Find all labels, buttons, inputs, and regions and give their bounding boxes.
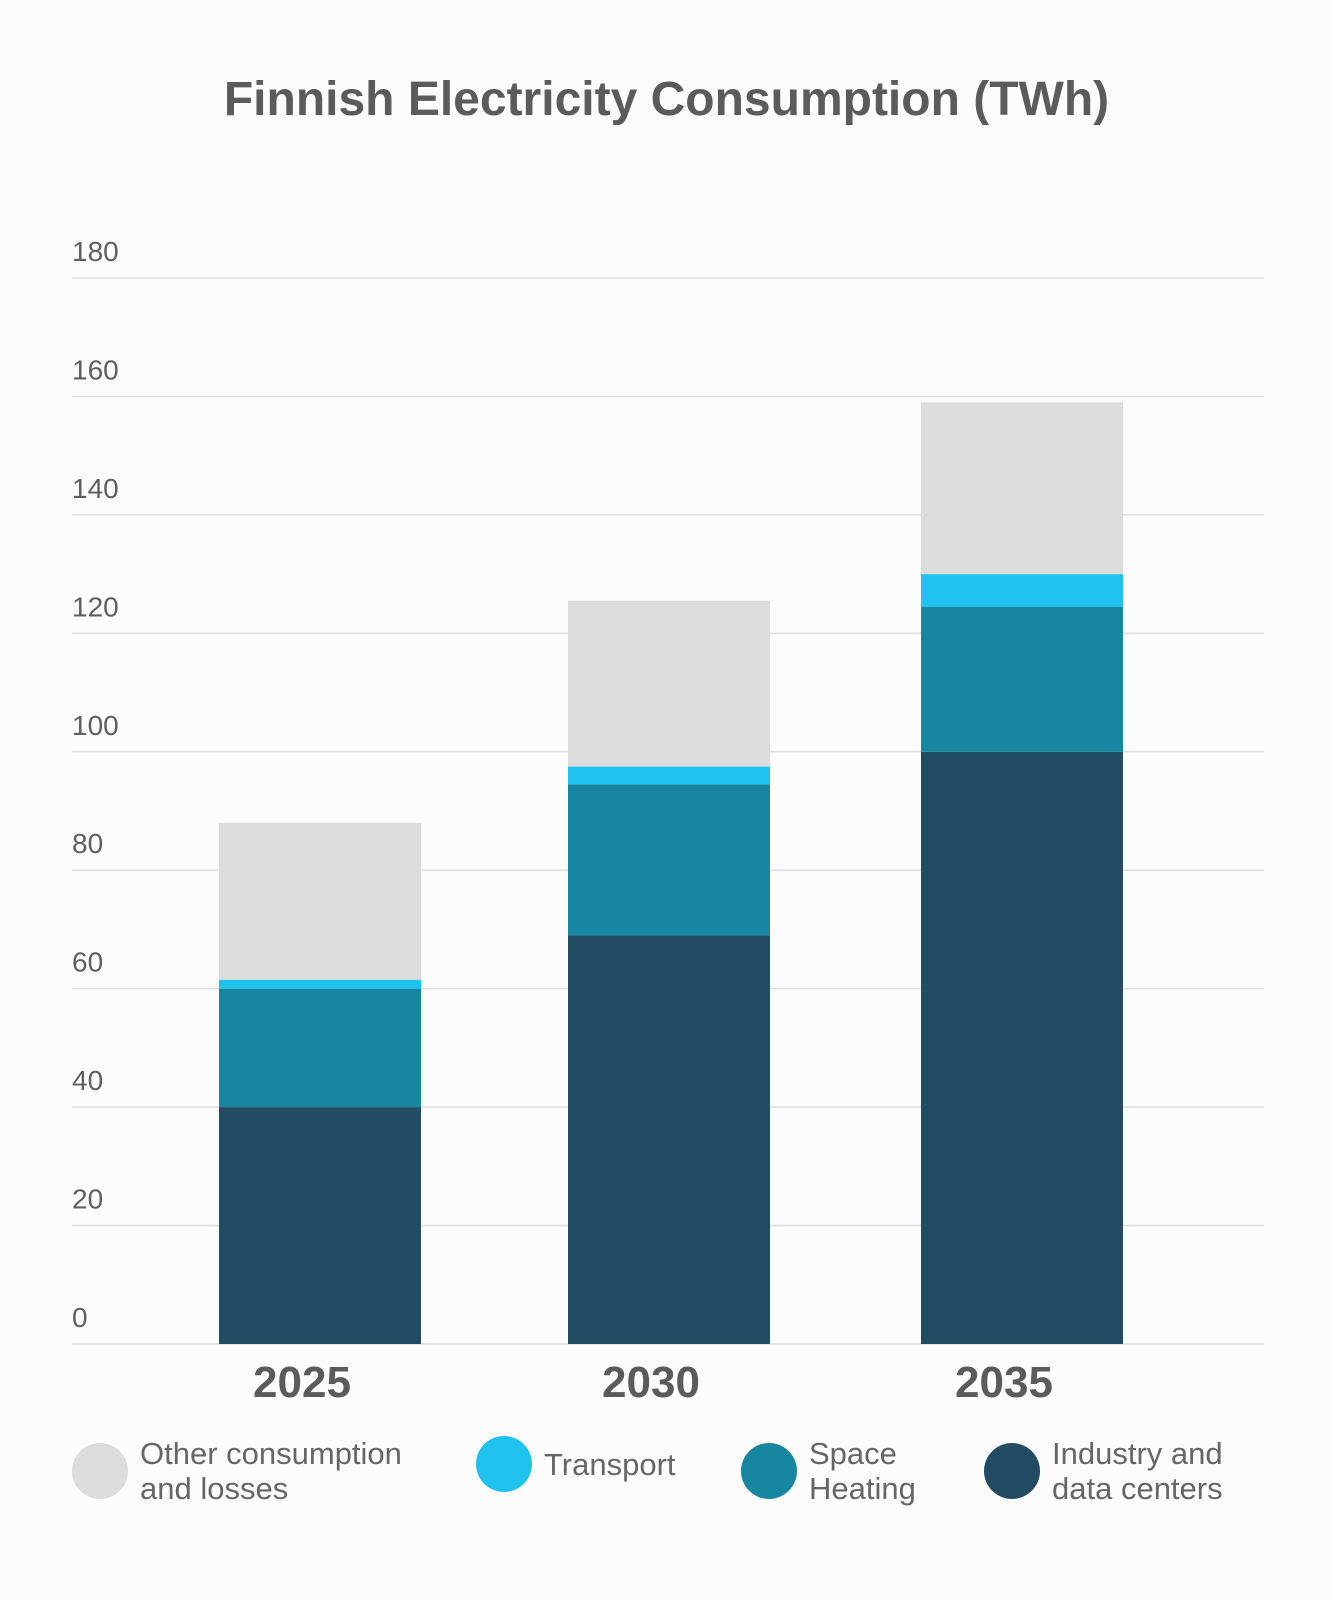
y-tick-label: 180: [72, 236, 119, 267]
bar-segment: [921, 402, 1123, 575]
x-tick-label: 2035: [955, 1358, 1053, 1407]
bar-segment: [921, 751, 1123, 1344]
bar-segment: [568, 766, 770, 785]
legend-item: Industry and data centers: [984, 1436, 1223, 1506]
bar-segment: [568, 935, 770, 1344]
legend-item: Transport: [476, 1436, 676, 1492]
bar-segment: [568, 600, 770, 767]
bar-segment: [568, 784, 770, 936]
y-tick-label: 160: [72, 354, 119, 385]
legend-item: Other consumption and losses: [72, 1436, 402, 1506]
y-tick-label: 60: [72, 947, 103, 978]
legend-swatch: [984, 1443, 1040, 1499]
legend-label: Transport: [544, 1446, 676, 1482]
bars: [219, 402, 1123, 1344]
chart-title: Finnish Electricity Consumption (TWh): [223, 73, 1110, 126]
x-axis-ticks: 2025 2030 2035: [253, 1358, 1053, 1407]
y-tick-label: 80: [72, 828, 103, 859]
bar-segment: [219, 979, 421, 989]
y-tick-label: 100: [72, 710, 119, 741]
bar-segment: [219, 822, 421, 980]
legend-label: Space Heating: [809, 1436, 916, 1506]
y-tick-label: 40: [72, 1065, 103, 1096]
y-axis-ticks: 0 20 40 60 80 100 120 140 160 180: [72, 236, 119, 1333]
legend-swatch: [476, 1436, 532, 1492]
bar-segment: [219, 1107, 421, 1344]
bar-segment: [219, 988, 421, 1108]
legend-swatch: [72, 1443, 128, 1499]
y-tick-label: 140: [72, 473, 119, 504]
bar-segment: [921, 606, 1123, 752]
y-tick-label: 20: [72, 1184, 103, 1215]
legend-label: Industry and data centers: [1052, 1436, 1223, 1506]
y-tick-label: 0: [72, 1302, 88, 1333]
x-tick-label: 2030: [602, 1358, 700, 1407]
legend-label: Other consumption and losses: [140, 1436, 402, 1506]
legend-item: Space Heating: [741, 1436, 916, 1506]
x-tick-label: 2025: [253, 1358, 351, 1407]
y-tick-label: 120: [72, 591, 119, 622]
legend-swatch: [741, 1443, 797, 1499]
bar-segment: [921, 574, 1123, 607]
